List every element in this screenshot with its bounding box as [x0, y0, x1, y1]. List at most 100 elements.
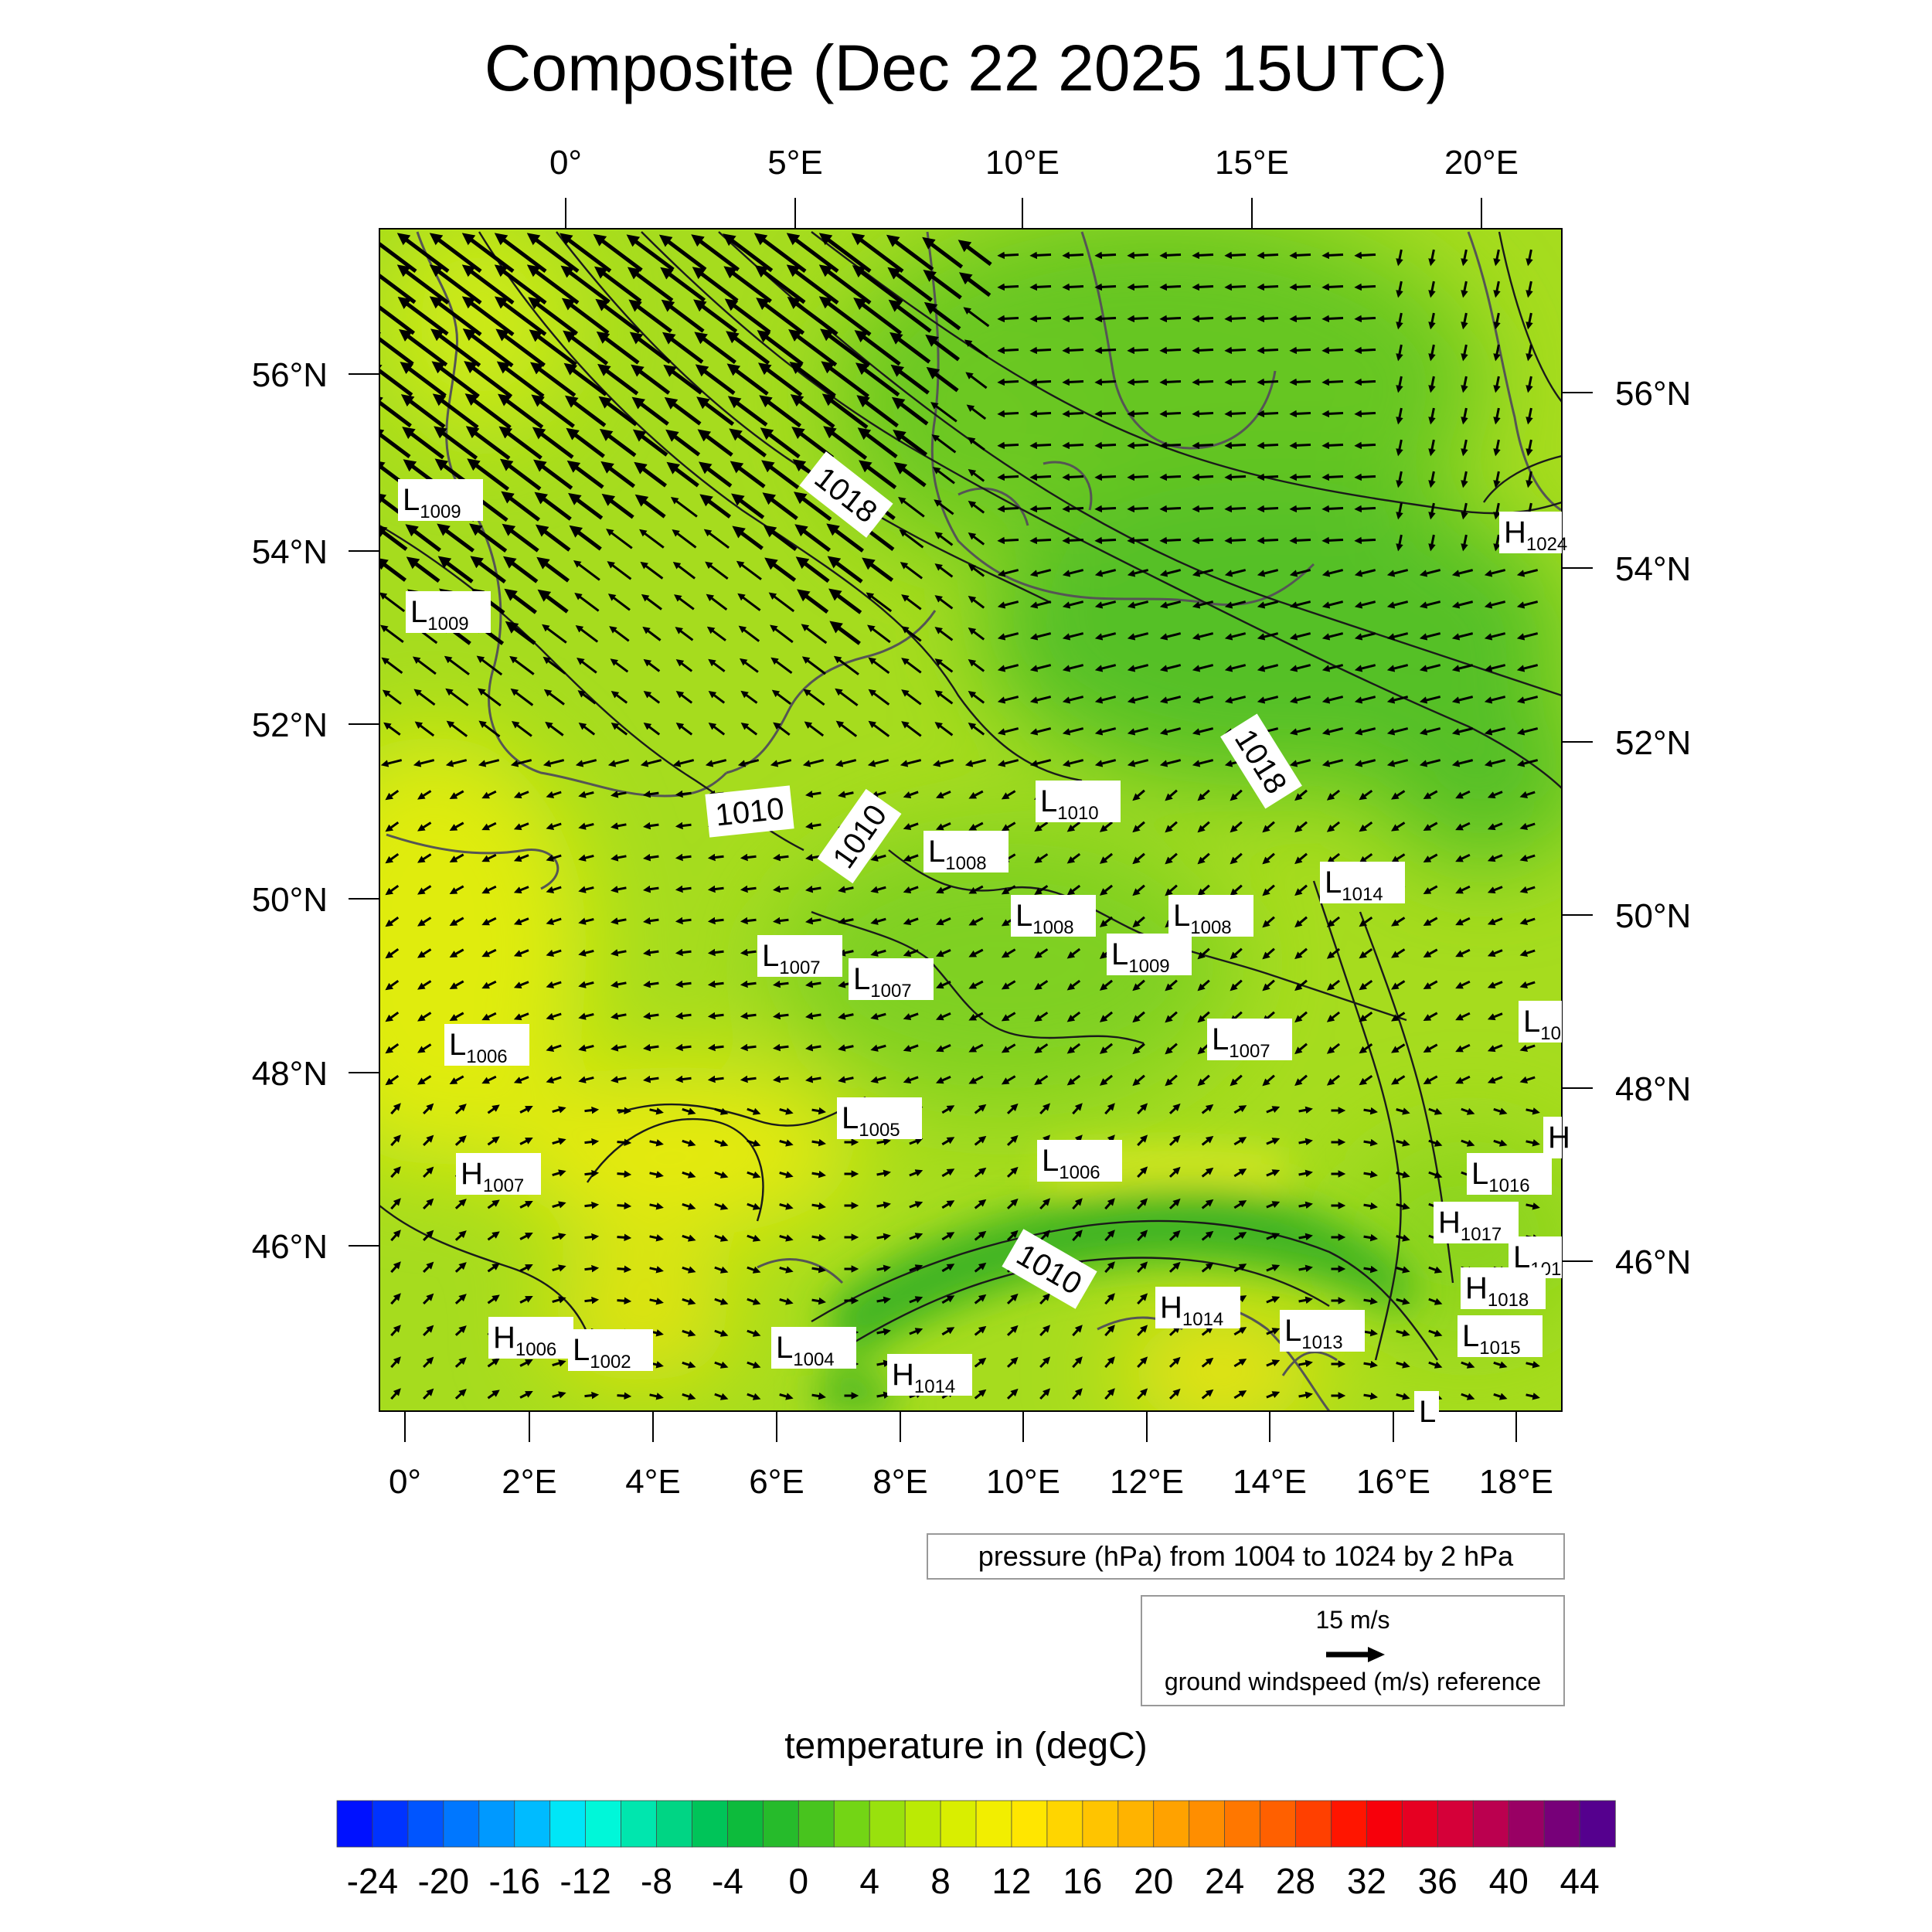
wind-arrow: [934, 627, 954, 641]
wind-arrow: [997, 315, 1019, 323]
wind-arrow: [519, 1201, 533, 1209]
wind-arrow: [827, 556, 863, 583]
wind-arrow: [867, 624, 891, 644]
wind-arrow: [811, 1107, 826, 1115]
wind-arrow: [529, 329, 577, 366]
wind-arrow: [400, 394, 446, 429]
wind-arrow: [805, 1012, 821, 1020]
wind-arrow: [1396, 249, 1403, 267]
colorbar-title: temperature in (degC): [784, 1726, 1148, 1767]
wind-arrow: [909, 1296, 923, 1304]
wind-arrow: [414, 721, 435, 737]
wind-arrow: [575, 624, 599, 643]
wind-arrow: [923, 301, 961, 331]
temperature-colorbar: [336, 1800, 1616, 1848]
wind-arrow: [1487, 1044, 1503, 1053]
wind-arrow: [610, 658, 629, 673]
wind-arrow: [1029, 727, 1052, 736]
wind-arrow: [1127, 632, 1149, 641]
wind-arrow: [1396, 407, 1403, 425]
wind-arrow: [1289, 473, 1311, 481]
wind-arrow: [974, 1135, 987, 1146]
colorbar-tick-label: -20: [418, 1861, 469, 1901]
svg-text:L: L: [1419, 1395, 1436, 1429]
wind-arrow: [705, 561, 729, 580]
wind-arrow: [1094, 696, 1117, 704]
wind-arrow: [1363, 1202, 1378, 1210]
wind-arrow: [1224, 664, 1247, 672]
wind-arrow: [876, 1391, 891, 1400]
wind-arrow: [1326, 979, 1341, 991]
wind-arrow: [1201, 1230, 1214, 1241]
wind-arrow: [642, 1075, 659, 1083]
wind-arrow: [634, 461, 667, 488]
wind-arrow: [417, 821, 432, 832]
wind-arrow: [611, 791, 627, 798]
wind-arrow: [611, 1076, 627, 1083]
colorbar-swatch: [1579, 1800, 1616, 1848]
wind-arrow: [533, 459, 573, 490]
wind-arrow: [968, 563, 985, 577]
wind-arrow: [599, 428, 637, 457]
wind-arrow: [1224, 315, 1247, 323]
wind-arrow: [772, 853, 789, 862]
wind-arrow: [899, 529, 924, 549]
wind-arrow: [1423, 853, 1438, 862]
wind-arrow: [935, 822, 951, 831]
wind-arrow: [1099, 884, 1114, 896]
wind-arrow: [1359, 947, 1373, 959]
wind-arrow: [909, 1201, 923, 1209]
bottom-lon-label: 16°E: [1356, 1463, 1430, 1501]
wind-arrow: [1487, 886, 1503, 894]
wind-arrow: [1455, 853, 1471, 862]
wind-arrow: [431, 361, 480, 398]
wind-arrow: [1391, 853, 1406, 863]
wind-arrow: [805, 917, 821, 925]
wind-arrow: [757, 362, 803, 397]
wind-arrow: [1363, 1265, 1378, 1274]
wind-arrow: [1396, 1171, 1410, 1179]
wind-arrow: [536, 556, 570, 583]
wind-arrow: [805, 980, 821, 988]
wind-arrow: [934, 532, 954, 546]
wind-arrow: [449, 790, 464, 799]
wind-arrow: [578, 917, 594, 925]
wind-arrow: [611, 1044, 627, 1052]
wind-arrow: [1487, 822, 1503, 831]
wind-arrow: [747, 1329, 761, 1337]
bottom-lon-label: 8°E: [872, 1463, 927, 1501]
colorbar-tick-label: 28: [1276, 1861, 1315, 1901]
wind-arrow: [413, 689, 436, 706]
wind-arrow: [1230, 852, 1243, 865]
wind-arrow: [1289, 410, 1311, 418]
isobar-label: 1010: [705, 785, 794, 838]
wind-arrow: [1391, 1075, 1406, 1085]
wind-arrow: [1526, 312, 1533, 330]
wind-arrow: [1354, 378, 1376, 386]
wind-arrow: [997, 569, 1019, 577]
colorbar-swatch: [1260, 1800, 1297, 1848]
wind-arrow: [449, 917, 464, 926]
wind-arrow: [1423, 948, 1438, 957]
wind-arrow: [1419, 696, 1441, 704]
wind-arrow: [698, 461, 733, 488]
wind-arrow: [772, 885, 789, 893]
wind-arrow: [903, 854, 919, 862]
wind-arrow: [578, 1076, 594, 1083]
wind-arrow: [1354, 727, 1376, 736]
wind-arrow: [1094, 632, 1117, 641]
wind-arrow: [726, 363, 769, 396]
wind-arrow: [941, 1168, 955, 1178]
pressure-center-label: L1016: [1467, 1153, 1552, 1196]
wind-arrow: [935, 886, 951, 894]
wind-arrow: [481, 917, 497, 926]
wind-arrow: [1428, 471, 1436, 488]
wind-arrow: [707, 1043, 724, 1052]
wind-arrow: [1192, 600, 1214, 609]
wind-arrow: [469, 523, 508, 553]
right-latitude-labels: 56°N 54°N 52°N 50°N 48°N 46°N: [1615, 375, 1691, 1281]
wind-arrow: [935, 1044, 951, 1053]
wind-arrow: [1326, 789, 1341, 801]
wind-arrow: [1526, 1361, 1540, 1369]
wind-arrow: [390, 1261, 401, 1274]
